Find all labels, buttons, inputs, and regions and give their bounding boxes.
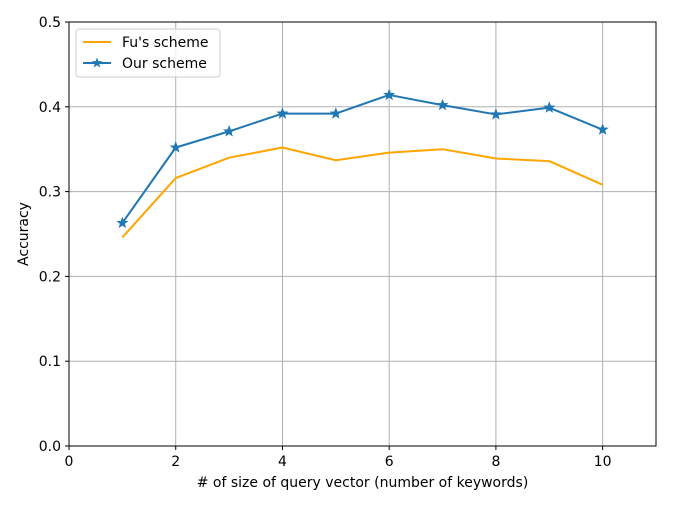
data-point-star-marker	[329, 107, 342, 119]
data-point-star-marker	[223, 125, 236, 137]
data-point-star-marker	[169, 141, 182, 153]
y-tick-label: 0.3	[39, 185, 61, 201]
legend-label-our-scheme: Our scheme	[122, 56, 207, 72]
x-tick-label: 8	[491, 454, 500, 470]
data-point-star-marker	[276, 107, 289, 119]
legend-star-marker	[91, 57, 103, 68]
data-point-star-marker	[116, 216, 129, 229]
data-point-star-marker	[436, 98, 449, 111]
x-tick-label: 0	[65, 454, 74, 470]
x-tick-label: 6	[385, 454, 394, 470]
y-tick-label: 0.1	[39, 354, 61, 370]
plot-frame	[68, 21, 657, 447]
x-axis-label: # of size of query vector (number of key…	[197, 475, 529, 491]
y-tick-label: 0.2	[39, 269, 61, 285]
x-tick-label: 10	[594, 454, 612, 470]
y-tick-label: 0.4	[39, 100, 61, 116]
data-point-star-marker	[383, 88, 396, 101]
data-point-star-marker	[489, 108, 502, 120]
legend-box	[75, 28, 221, 78]
series-layer	[116, 88, 609, 239]
series-line-fu-s-scheme	[121, 146, 604, 239]
x-tick-label: 2	[171, 454, 180, 470]
legend: Fu's scheme Our scheme	[75, 28, 221, 78]
y-tick-label: 0.0	[39, 439, 61, 455]
series-line-our-scheme	[121, 93, 604, 224]
legend-label-fu-scheme: Fu's scheme	[122, 35, 208, 51]
y-tick-label: 0.5	[39, 15, 61, 31]
data-point-star-marker	[543, 101, 556, 113]
x-tick-label: 4	[278, 454, 287, 470]
grid-lines	[68, 21, 656, 447]
data-point-star-marker	[596, 123, 609, 135]
axis-ticks: 0 2 4 6 8 10 0.0 0.1 0.2 0.3 0.4 0.5	[39, 15, 612, 470]
y-axis-label: Accuracy	[16, 202, 32, 266]
